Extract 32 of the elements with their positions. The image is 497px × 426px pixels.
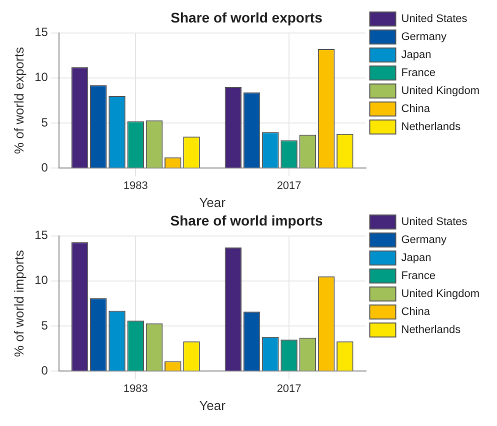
- legend-label: Germany: [401, 234, 447, 246]
- y-tick-label: 5: [41, 318, 48, 332]
- x-tick-label: 2017: [276, 180, 302, 192]
- y-tick-label: 10: [34, 70, 48, 84]
- y-tick-label: 0: [41, 160, 48, 175]
- y-axis-title: % of world imports: [11, 250, 26, 357]
- legend-label: Netherlands: [401, 121, 462, 134]
- y-tick-label: 15: [34, 228, 48, 242]
- legend-label: France: [401, 67, 436, 80]
- legend-label: Japan: [401, 49, 432, 62]
- legend-label: United States: [401, 13, 468, 26]
- legend-label: Japan: [401, 252, 432, 264]
- x-tick-label: 1983: [123, 180, 148, 192]
- legend-label: United Kingdom: [401, 85, 480, 98]
- y-axis-title: % of world exports: [11, 46, 26, 154]
- legend-label: China: [401, 103, 431, 116]
- y-tick-label: 5: [41, 115, 48, 130]
- x-tick-label: 2017: [276, 382, 302, 395]
- legend-label: France: [401, 270, 436, 282]
- legend-label: United States: [401, 216, 468, 228]
- chart-title: Share of world imports: [170, 212, 323, 228]
- legend-label: Netherlands: [401, 324, 462, 336]
- y-tick-label: 10: [34, 273, 48, 288]
- y-tick-label: 15: [34, 25, 48, 40]
- x-axis-title: Year: [199, 194, 226, 210]
- legend-label: China: [401, 306, 431, 318]
- legend-label: Germany: [401, 31, 447, 44]
- legend-label: United Kingdom: [401, 288, 480, 300]
- y-tick-label: 0: [41, 364, 48, 378]
- x-axis-title: Year: [199, 398, 226, 413]
- chart-title: Share of world exports: [170, 9, 323, 26]
- x-tick-label: 1983: [123, 382, 148, 395]
